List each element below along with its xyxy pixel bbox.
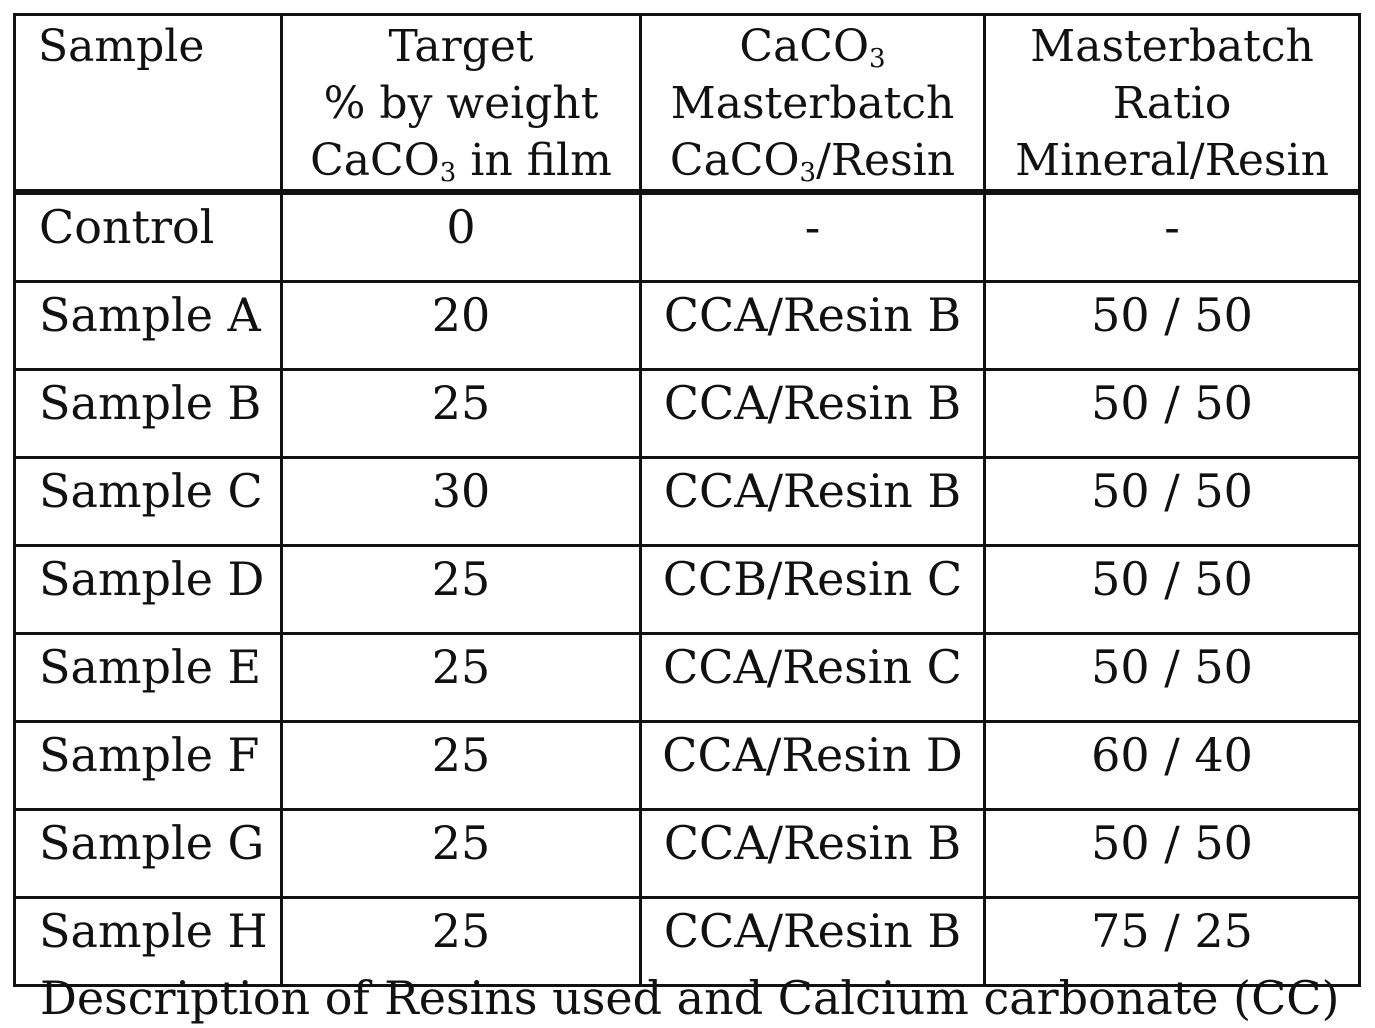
table-row: Sample A20CCA/Resin B50 / 50 xyxy=(15,282,1360,370)
table-cell: 25 xyxy=(282,722,641,810)
table-cell: - xyxy=(641,192,985,282)
table-cell: 50 / 50 xyxy=(985,282,1360,370)
table-cell: Control xyxy=(15,192,282,282)
header-line: Mineral/Resin xyxy=(986,132,1358,189)
table-cell: CCA/Resin B xyxy=(641,282,985,370)
table-cell: Sample G xyxy=(15,810,282,898)
table-cell: CCA/Resin D xyxy=(641,722,985,810)
table-cell: 25 xyxy=(282,546,641,634)
table-cell: Sample F xyxy=(15,722,282,810)
header-masterbatch-ratio: Masterbatch Ratio Mineral/Resin xyxy=(985,15,1360,193)
header-line: Ratio xyxy=(986,75,1358,132)
table-row: Sample C30CCA/Resin B50 / 50 xyxy=(15,458,1360,546)
table-row: Sample F25CCA/Resin D60 / 40 xyxy=(15,722,1360,810)
header-row: Sample Target % by weight CaCO3 in film … xyxy=(15,15,1360,193)
table-cell: 25 xyxy=(282,370,641,458)
table-cell: Sample D xyxy=(15,546,282,634)
table-cell: Sample B xyxy=(15,370,282,458)
table-cell: CCA/Resin B xyxy=(641,810,985,898)
header-line: CaCO3 xyxy=(642,18,983,75)
table-cell: 50 / 50 xyxy=(985,370,1360,458)
table-cell: 50 / 50 xyxy=(985,810,1360,898)
header-sample: Sample xyxy=(15,15,282,193)
table-cell: Sample A xyxy=(15,282,282,370)
table-row: Sample D25CCB/Resin C50 / 50 xyxy=(15,546,1360,634)
table-body: Control0--Sample A20CCA/Resin B50 / 50Sa… xyxy=(15,192,1360,986)
table-row: Control0-- xyxy=(15,192,1360,282)
table-row: Sample G25CCA/Resin B50 / 50 xyxy=(15,810,1360,898)
table-cell: CCA/Resin C xyxy=(641,634,985,722)
table-cell: 20 xyxy=(282,282,641,370)
table-cell: 50 / 50 xyxy=(985,546,1360,634)
header-line: % by weight xyxy=(283,75,639,132)
header-caco3-masterbatch: CaCO3 Masterbatch CaCO3/Resin xyxy=(641,15,985,193)
table-cell: 30 xyxy=(282,458,641,546)
header-target-percent: Target % by weight CaCO3 in film xyxy=(282,15,641,193)
table-row: Sample B25CCA/Resin B50 / 50 xyxy=(15,370,1360,458)
table-cell: 25 xyxy=(282,634,641,722)
header-line: CaCO3/Resin xyxy=(642,132,983,189)
table-cell: 50 / 50 xyxy=(985,634,1360,722)
table-container: Sample Target % by weight CaCO3 in film … xyxy=(13,13,1361,987)
table-row: Sample E25CCA/Resin C50 / 50 xyxy=(15,634,1360,722)
header-line: Sample xyxy=(38,18,280,75)
table-cell: 60 / 40 xyxy=(985,722,1360,810)
data-table: Sample Target % by weight CaCO3 in film … xyxy=(13,13,1361,987)
table-cell: 50 / 50 xyxy=(985,458,1360,546)
table-cell: - xyxy=(985,192,1360,282)
table-cell: 0 xyxy=(282,192,641,282)
table-cell: 25 xyxy=(282,810,641,898)
table-caption: Description of Resins used and Calcium c… xyxy=(40,968,1339,1028)
table-cell: Sample C xyxy=(15,458,282,546)
table-cell: CCB/Resin C xyxy=(641,546,985,634)
header-line: Masterbatch xyxy=(642,75,983,132)
header-line: Masterbatch xyxy=(986,18,1358,75)
table-cell: CCA/Resin B xyxy=(641,370,985,458)
table-cell: Sample E xyxy=(15,634,282,722)
table-cell: CCA/Resin B xyxy=(641,458,985,546)
header-line: Target xyxy=(283,18,639,75)
header-line: CaCO3 in film xyxy=(283,132,639,189)
